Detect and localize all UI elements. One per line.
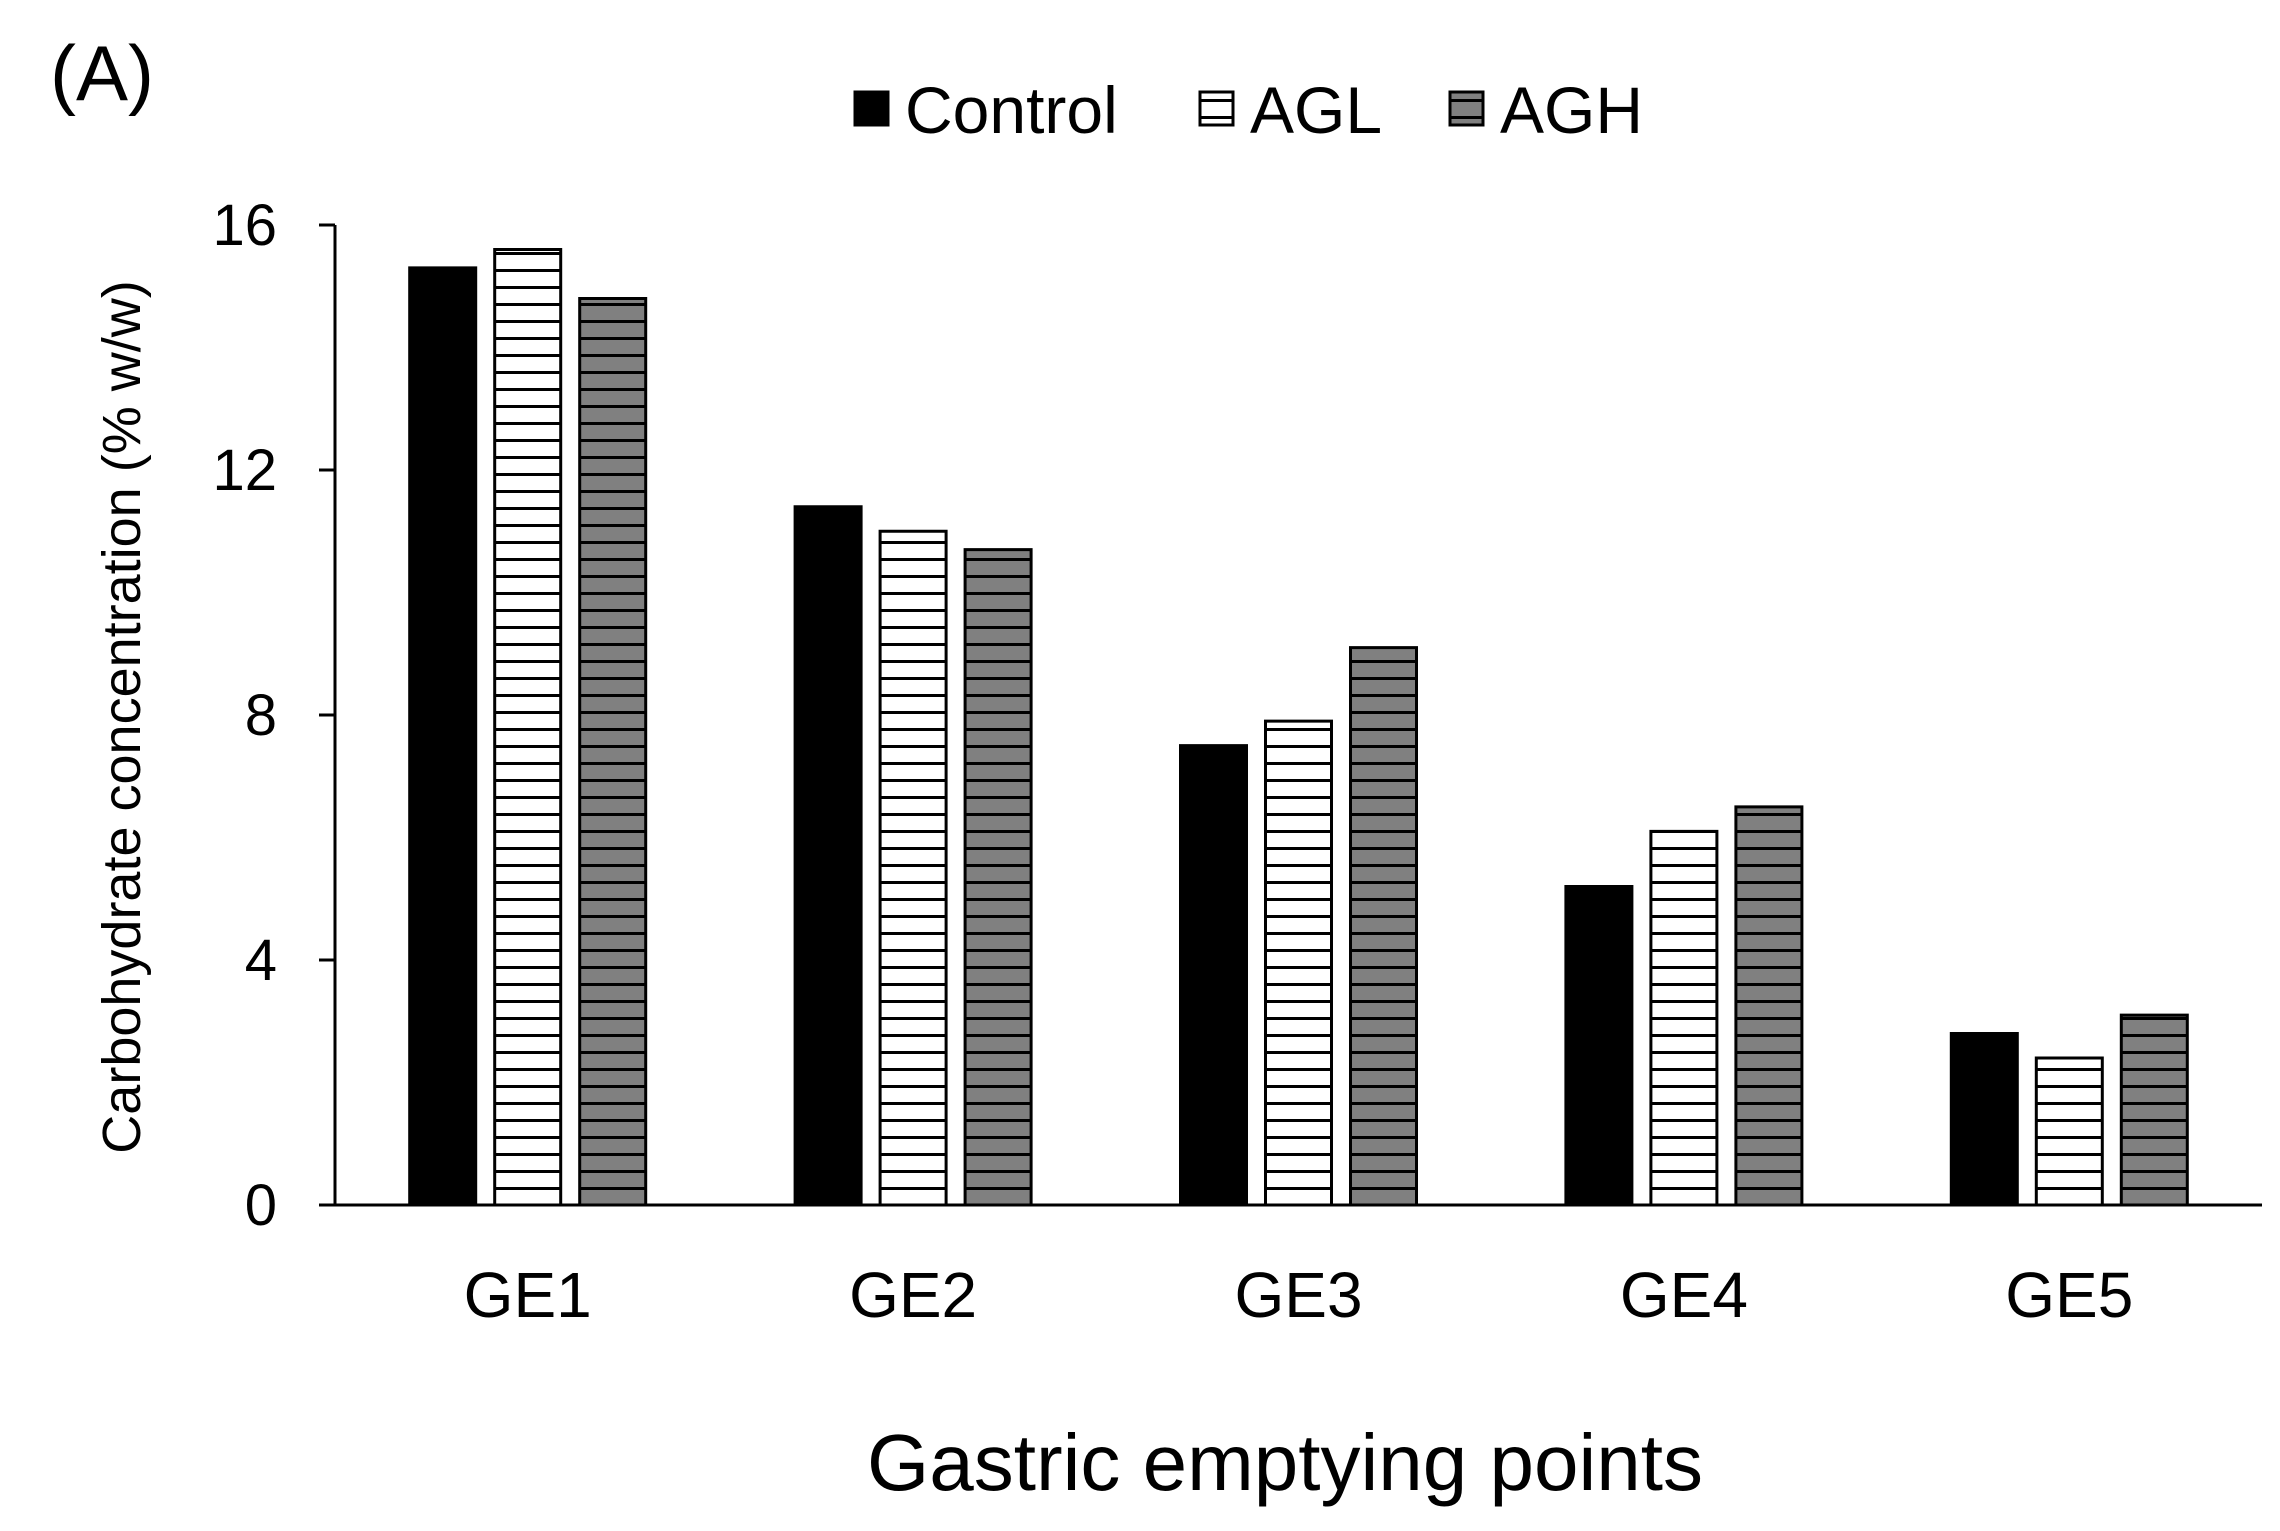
legend-label-agh: AGH	[1500, 73, 1643, 147]
y-tick-label: 0	[245, 1173, 277, 1238]
bar-control-ge1	[408, 266, 478, 1207]
panel-label: (A)	[50, 29, 154, 117]
bar-agh-ge1	[578, 297, 648, 1207]
bar-agh-ge5	[2119, 1013, 2189, 1207]
bar-agh-ge2	[963, 548, 1033, 1207]
bar-agh-ge3	[1349, 646, 1418, 1207]
bar-control-ge5	[1949, 1032, 2019, 1207]
y-tick-label: 12	[212, 438, 277, 503]
x-tick-label: GE2	[849, 1259, 977, 1331]
legend-swatch-control	[853, 90, 890, 127]
bar-agl-ge5	[2034, 1056, 2104, 1207]
bar-control-ge3	[1179, 744, 1248, 1207]
y-axis-label: Carbohydrate concentration (% w/w)	[92, 280, 152, 1153]
x-tick-label: GE3	[1234, 1259, 1362, 1331]
x-tick-label: GE4	[1620, 1259, 1748, 1331]
legend-label-agl: AGL	[1250, 73, 1382, 147]
x-axis: GE1 GE2 GE3 GE4 GE5	[335, 1203, 2262, 1331]
bar-agl-ge2	[878, 529, 948, 1207]
bar-agl-ge1	[493, 248, 563, 1207]
bar-control-ge4	[1564, 885, 1634, 1207]
bar-control-ge2	[793, 505, 863, 1207]
x-tick-label: GE1	[464, 1259, 592, 1331]
legend-swatch-agl	[1198, 90, 1235, 127]
y-axis: 0 4 8 12 16	[212, 193, 337, 1238]
y-tick-label: 8	[245, 683, 277, 748]
bar-agl-ge4	[1649, 829, 1719, 1207]
bar-agh-ge4	[1734, 805, 1804, 1207]
legend-swatch-agh	[1448, 90, 1485, 127]
x-tick-label: GE5	[2005, 1259, 2133, 1331]
bar-agl-ge3	[1264, 719, 1333, 1207]
legend: Control AGL AGH	[853, 73, 1643, 147]
legend-label-control: Control	[905, 73, 1118, 147]
y-tick-label: 16	[212, 193, 277, 258]
bars	[408, 248, 2189, 1207]
x-axis-label: Gastric emptying points	[867, 1418, 1703, 1507]
y-tick-label: 4	[245, 928, 277, 993]
